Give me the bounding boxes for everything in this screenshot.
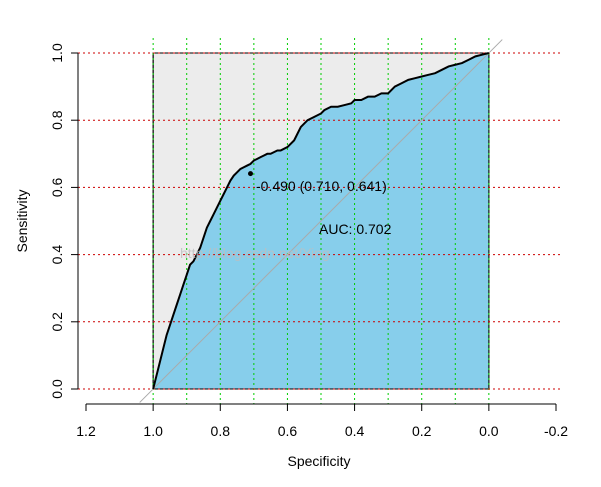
diagonal-line <box>139 39 503 403</box>
y-axis-title: Sensitivity <box>14 189 30 252</box>
roc-curve <box>152 52 490 390</box>
x-tick-label-0: 1.2 <box>76 423 96 439</box>
auc-label: AUC: 0.702 <box>319 221 392 237</box>
y-tick-label-2: 0.4 <box>49 245 65 265</box>
x-tick-label-6: 0.0 <box>479 423 499 439</box>
x-tick-label-3: 0.6 <box>278 423 298 439</box>
text-layer: -0.490 (0.710, 0.641) AUC: 0.702 http://… <box>14 178 392 469</box>
watermark: http://blog.csdn.net/Ying <box>180 245 330 261</box>
y-tick-label-5: 1.0 <box>49 43 65 63</box>
y-tick-label-0: 0.0 <box>49 379 65 399</box>
y-tick-label-1: 0.2 <box>49 312 65 332</box>
y-tick-label-4: 0.8 <box>49 110 65 130</box>
threshold-point <box>248 171 253 177</box>
x-axis-title: Specificity <box>287 453 350 469</box>
diagonal-layer <box>139 39 503 403</box>
x-tick-label-1: 1.0 <box>143 423 163 439</box>
axes-layer: 1.2 1.0 0.8 0.6 0.4 0.2 0.0 -0.2 0.0 0.2 0.4 0.6 0.8… <box>49 43 568 439</box>
y-tick-label-3: 0.6 <box>49 177 65 197</box>
x-tick-label-2: 0.8 <box>211 423 231 439</box>
x-tick-label-5: 0.2 <box>412 423 432 439</box>
threshold-label: -0.490 (0.710, 0.641) <box>256 178 387 194</box>
curve-layer <box>152 52 490 390</box>
x-tick-label-4: 0.4 <box>345 423 365 439</box>
grid-layer <box>78 38 560 404</box>
x-tick-label-7: -0.2 <box>544 423 568 439</box>
